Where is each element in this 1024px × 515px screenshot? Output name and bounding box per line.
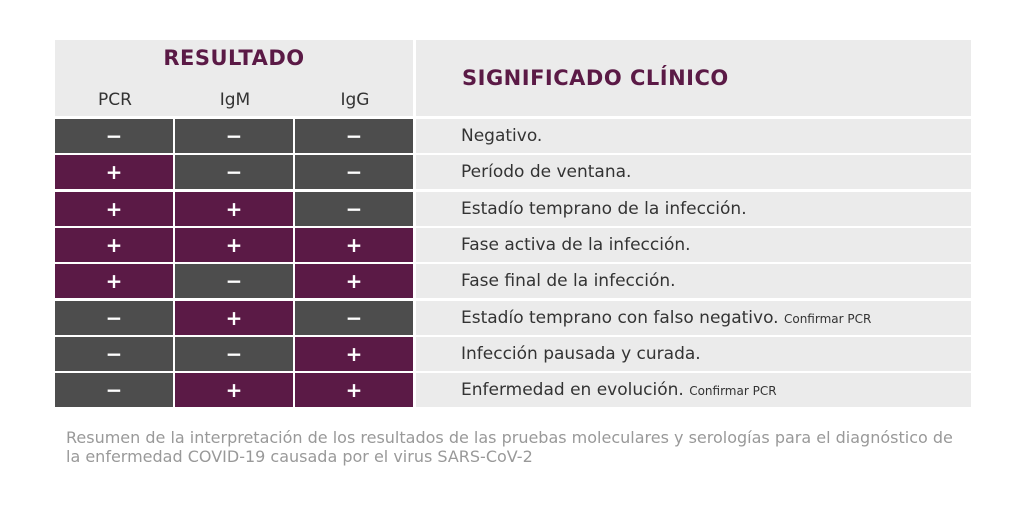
meaning-text: Fase activa de la infección.: [461, 234, 691, 255]
meaning-text: Estadío temprano con falso negativo.: [461, 307, 779, 328]
meaning-cell: Estadío temprano con falso negativo. Con…: [416, 300, 971, 336]
resultado-header: RESULTADO PCR IgM IgG: [55, 40, 413, 116]
meaning-text-line: Estadío temprano de la infección.: [461, 192, 747, 226]
table-row: + + + Fase activa de la infección.: [55, 227, 971, 262]
meaning-text: Fase final de la infección.: [461, 271, 676, 292]
meaning-text: Negativo.: [461, 126, 543, 146]
table-row: + + − Estadío temprano de la infección.: [55, 191, 971, 226]
table-row: − − + Infección pausada y curada.: [55, 336, 971, 371]
significado-header: SIGNIFICADO CLÍNICO: [416, 40, 971, 116]
results-table: RESULTADO PCR IgM IgG SIGNIFICADO CLÍNIC…: [55, 40, 971, 410]
meaning-text: Infección pausada y curada.: [461, 343, 701, 364]
table-row: − − − Negativo.: [55, 119, 971, 153]
pcr-result-cell: +: [55, 264, 173, 299]
meaning-cell: Período de ventana.: [416, 155, 971, 190]
igm-result-cell: −: [175, 119, 293, 153]
meaning-cell: Fase final de la infección.: [416, 264, 971, 299]
meaning-text: Enfermedad en evolución.: [461, 380, 684, 401]
igg-column-header: IgG: [340, 90, 370, 110]
igg-result-cell: +: [295, 373, 413, 408]
igg-result-cell: +: [295, 264, 413, 299]
igg-result-cell: −: [295, 119, 413, 153]
meaning-cell: Enfermedad en evolución. Confirmar PCR: [416, 373, 971, 408]
igg-result-cell: −: [295, 191, 413, 226]
figure-caption: Resumen de la interpretación de los resu…: [66, 428, 953, 466]
igm-result-cell: −: [175, 155, 293, 190]
igm-result-cell: +: [175, 373, 293, 408]
meaning-text: Estadío temprano de la infección.: [461, 198, 747, 219]
meaning-text-line: Infección pausada y curada.: [461, 337, 701, 371]
pcr-result-cell: −: [55, 336, 173, 371]
pcr-result-cell: +: [55, 191, 173, 226]
meaning-cell: Estadío temprano de la infección.: [416, 191, 971, 226]
igg-result-cell: −: [295, 300, 413, 335]
table-row: + − − Período de ventana.: [55, 155, 971, 190]
pcr-result-cell: +: [55, 227, 173, 262]
igm-column-header: IgM: [219, 90, 251, 110]
igm-result-cell: −: [175, 264, 293, 299]
meaning-text: Período de ventana.: [461, 162, 632, 183]
meaning-cell: Fase activa de la infección.: [416, 227, 971, 262]
igm-result-cell: −: [175, 336, 293, 371]
confirm-note: Confirmar PCR: [783, 311, 872, 326]
meaning-text-line: Fase final de la infección.: [461, 264, 676, 298]
meaning-text-line: Período de ventana.: [461, 155, 631, 189]
meaning-text-line: Enfermedad en evolución. Confirmar PCR: [461, 373, 777, 408]
igg-result-cell: +: [295, 227, 413, 262]
table-row: − + + Enfermedad en evolución. Confirmar PC…: [55, 373, 971, 408]
meaning-cell: Infección pausada y curada.: [416, 336, 971, 371]
meaning-text-line: Negativo.: [461, 119, 542, 153]
resultado-title: RESULTADO: [163, 46, 305, 70]
igm-result-cell: +: [175, 191, 293, 226]
meaning-cell: Negativo.: [416, 119, 971, 153]
igm-result-cell: +: [175, 300, 293, 335]
igm-result-cell: +: [175, 227, 293, 262]
pcr-result-cell: −: [55, 373, 173, 408]
pcr-result-cell: −: [55, 119, 173, 153]
significado-title: SIGNIFICADO CLÍNICO: [462, 66, 729, 90]
pcr-column-header: PCR: [98, 90, 132, 110]
meaning-text-line: Estadío temprano con falso negativo. Con…: [461, 301, 871, 336]
pcr-result-cell: −: [55, 300, 173, 335]
table-row: + − + Fase final de la infección.: [55, 264, 971, 299]
igg-result-cell: +: [295, 336, 413, 371]
table-row: − + − Estadío temprano con falso negativo. …: [55, 300, 971, 336]
pcr-result-cell: +: [55, 155, 173, 190]
confirm-note: Confirmar PCR: [689, 384, 777, 399]
meaning-text-line: Fase activa de la infección.: [461, 228, 691, 262]
igg-result-cell: −: [295, 155, 413, 190]
